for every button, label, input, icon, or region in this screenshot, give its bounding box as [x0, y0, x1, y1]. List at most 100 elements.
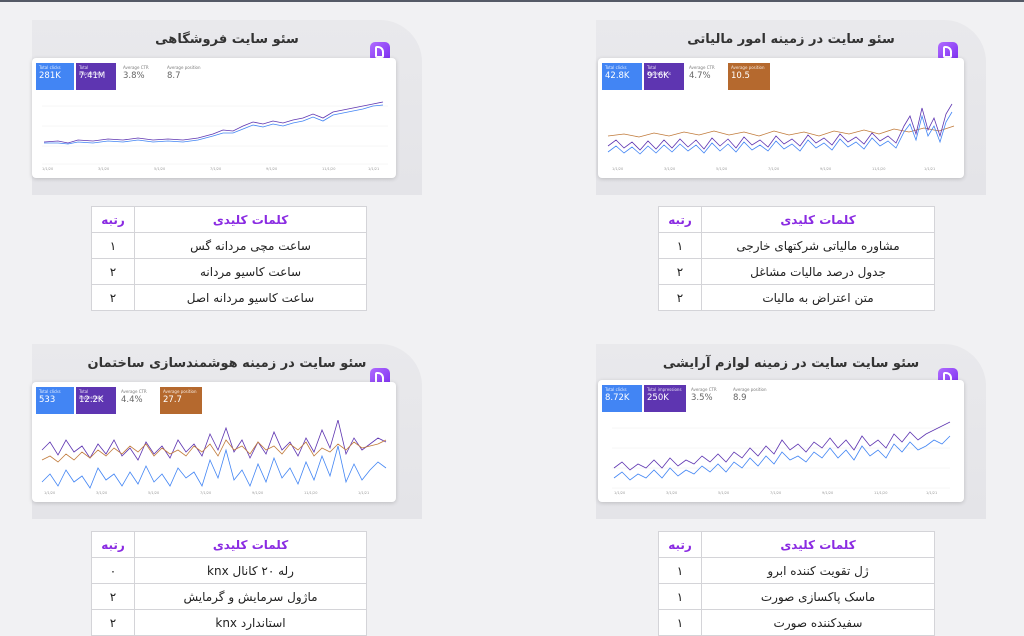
keyword-cell: ماژول سرمایش و گرمایش	[134, 583, 367, 610]
search-console-screenshot: Total clicks 533 Total impressions 12.2K A…	[32, 382, 396, 502]
svg-text:1/1/20: 1/1/20	[44, 491, 55, 495]
col-keyword-header: کلمات کلیدی	[134, 531, 367, 558]
col-keyword-header: کلمات کلیدی	[134, 206, 367, 233]
position-line	[41, 439, 387, 463]
clicks-line	[613, 435, 951, 481]
card-title: سئو سایت در زمینه امور مالیاتی	[687, 32, 895, 47]
performance-chart: 1/1/20 3/1/20 5/1/20 7/1/20 9/1/20 11/1/20 1/1…	[607, 103, 955, 171]
table-row: ۲ جدول درصد مالیات مشاغل	[658, 258, 935, 285]
rank-cell: ۲	[658, 258, 702, 285]
position-line	[607, 125, 955, 138]
keyword-cell: رله ۲۰ کانال knx	[134, 557, 367, 584]
rank-cell: ۲	[91, 284, 135, 311]
kpi-total-impressions: Total impressions 916K	[644, 63, 684, 90]
rank-cell: ۱	[658, 609, 702, 636]
rank-cell: ۱	[91, 232, 135, 259]
kpi-total-impressions: Total impressions 7.41M	[76, 63, 116, 90]
col-rank-header: رتبه	[91, 531, 135, 558]
card-cosmetics-seo: سئو سایت سایت در زمینه لوازم آرایشی Tota…	[596, 344, 986, 519]
svg-text:3/1/20: 3/1/20	[96, 491, 107, 495]
top-divider	[0, 0, 1024, 2]
svg-text:5/1/20: 5/1/20	[148, 491, 159, 495]
impressions-line	[613, 421, 951, 471]
search-console-screenshot: Total clicks 281K Total impressions 7.41M …	[32, 58, 396, 178]
kpi-total-impressions: Total impressions 250K	[644, 385, 686, 412]
svg-text:11/1/20: 11/1/20	[304, 491, 318, 495]
svg-text:9/1/20: 9/1/20	[820, 167, 831, 171]
keyword-cell: متن اعتراض به مالیات	[701, 284, 935, 311]
rank-cell: ۲	[91, 609, 135, 636]
table-row: ۱ ژل تقویت کننده ابرو	[658, 557, 935, 584]
keywords-table: رتبه کلمات کلیدی ۱ ساعت مچی مردانه گس ۲ ساع…	[91, 206, 367, 311]
col-keyword-header: کلمات کلیدی	[701, 206, 935, 233]
rank-cell: ۱	[658, 557, 702, 584]
kpi-total-clicks: Total clicks 533	[36, 387, 74, 414]
search-console-screenshot: Total clicks 8.72K Total impressions 250K …	[598, 380, 964, 502]
table-row: ۲ استاندارد knx	[91, 609, 367, 636]
clicks-line	[41, 445, 387, 489]
svg-text:11/1/20: 11/1/20	[874, 491, 888, 495]
svg-text:9/1/20: 9/1/20	[822, 491, 833, 495]
svg-text:7/1/20: 7/1/20	[770, 491, 781, 495]
table-row: ۱ سفیدکننده صورت	[658, 609, 935, 636]
rank-cell: ۲	[91, 258, 135, 285]
keywords-table: رتبه کلمات کلیدی ۰ رله ۲۰ کانال knx ۲ ماژول…	[91, 531, 367, 636]
table-row: ۰ رله ۲۰ کانال knx	[91, 557, 367, 584]
svg-text:3/1/20: 3/1/20	[98, 167, 109, 171]
keyword-cell: استاندارد knx	[134, 609, 367, 636]
card-title: سئو سایت سایت در زمینه لوازم آرایشی	[662, 356, 920, 371]
card-smart-building-seo: سئو سایت در زمینه هوشمندسازی ساختمان Tot…	[32, 344, 422, 519]
card-tax-seo: سئو سایت در زمینه امور مالیاتی Total cli…	[596, 20, 986, 195]
keyword-cell: سفیدکننده صورت	[701, 609, 935, 636]
clicks-line	[607, 111, 953, 155]
svg-text:5/1/20: 5/1/20	[718, 491, 729, 495]
svg-text:11/1/20: 11/1/20	[872, 167, 886, 171]
rank-cell: ۱	[658, 583, 702, 610]
kpi-total-clicks: Total clicks 42.8K	[602, 63, 642, 90]
card-store-seo: سئو سایت فروشگاهی Total clicks 281K Total…	[32, 20, 422, 195]
table-row: ۱ ساعت مچی مردانه گس	[91, 232, 367, 259]
svg-text:9/1/20: 9/1/20	[266, 167, 277, 171]
svg-text:7/1/20: 7/1/20	[210, 167, 221, 171]
table-row: ۲ ماژول سرمایش و گرمایش	[91, 583, 367, 610]
svg-text:5/1/20: 5/1/20	[716, 167, 727, 171]
card-title: سئو سایت در زمینه هوشمندسازی ساختمان	[87, 356, 367, 371]
col-keyword-header: کلمات کلیدی	[701, 531, 935, 558]
table-row: ۱ ماسک پاکسازی صورت	[658, 583, 935, 610]
svg-text:1/1/21: 1/1/21	[368, 167, 379, 171]
table-row: ۲ ساعت کاسیو مردانه	[91, 258, 367, 285]
col-rank-header: رتبه	[91, 206, 135, 233]
keyword-cell: ژل تقویت کننده ابرو	[701, 557, 935, 584]
keywords-table: رتبه کلمات کلیدی ۱ ژل تقویت کننده ابرو ۱ ما…	[658, 531, 935, 636]
rank-cell: ۱	[658, 232, 702, 259]
rank-cell: ۲	[91, 583, 135, 610]
performance-chart: 1/1/20 3/1/20 5/1/20 7/1/20 9/1/20 11/1/20 1/1…	[42, 101, 388, 171]
brand-logo-icon	[370, 42, 390, 62]
card-title: سئو سایت فروشگاهی	[155, 32, 299, 47]
rank-cell: ۰	[91, 557, 135, 584]
rank-cell: ۲	[658, 284, 702, 311]
clicks-line	[44, 104, 384, 145]
performance-chart: 1/1/20 3/1/20 5/1/20 7/1/20 9/1/20 11/1/20 1/1…	[41, 420, 387, 495]
impressions-line	[607, 103, 953, 151]
svg-text:1/1/21: 1/1/21	[358, 491, 369, 495]
keyword-cell: ساعت کاسیو مردانه	[134, 258, 367, 285]
col-rank-header: رتبه	[658, 206, 702, 233]
kpi-average-ctr: Average CTR 4.4%	[121, 389, 147, 405]
kpi-average-ctr: Average CTR 3.5%	[691, 387, 717, 403]
kpi-average-position: Average position 8.9	[733, 387, 767, 403]
brand-logo-icon	[938, 42, 958, 62]
kpi-average-ctr: Average CTR 3.8%	[123, 65, 149, 81]
svg-text:9/1/20: 9/1/20	[252, 491, 263, 495]
kpi-total-impressions: Total impressions 12.2K	[76, 387, 116, 414]
table-row: ۲ ساعت کاسیو مردانه اصل	[91, 284, 367, 311]
keyword-cell: جدول درصد مالیات مشاغل	[701, 258, 935, 285]
table-row: ۲ متن اعتراض به مالیات	[658, 284, 935, 311]
keyword-cell: مشاوره مالیاتی شرکتهای خارجی	[701, 232, 935, 259]
svg-text:1/1/20: 1/1/20	[614, 491, 625, 495]
svg-text:11/1/20: 11/1/20	[322, 167, 336, 171]
svg-text:1/1/20: 1/1/20	[612, 167, 623, 171]
keywords-table: رتبه کلمات کلیدی ۱ مشاوره مالیاتی شرکتهای …	[658, 206, 935, 311]
impressions-line	[41, 420, 387, 461]
keyword-cell: ماسک پاکسازی صورت	[701, 583, 935, 610]
